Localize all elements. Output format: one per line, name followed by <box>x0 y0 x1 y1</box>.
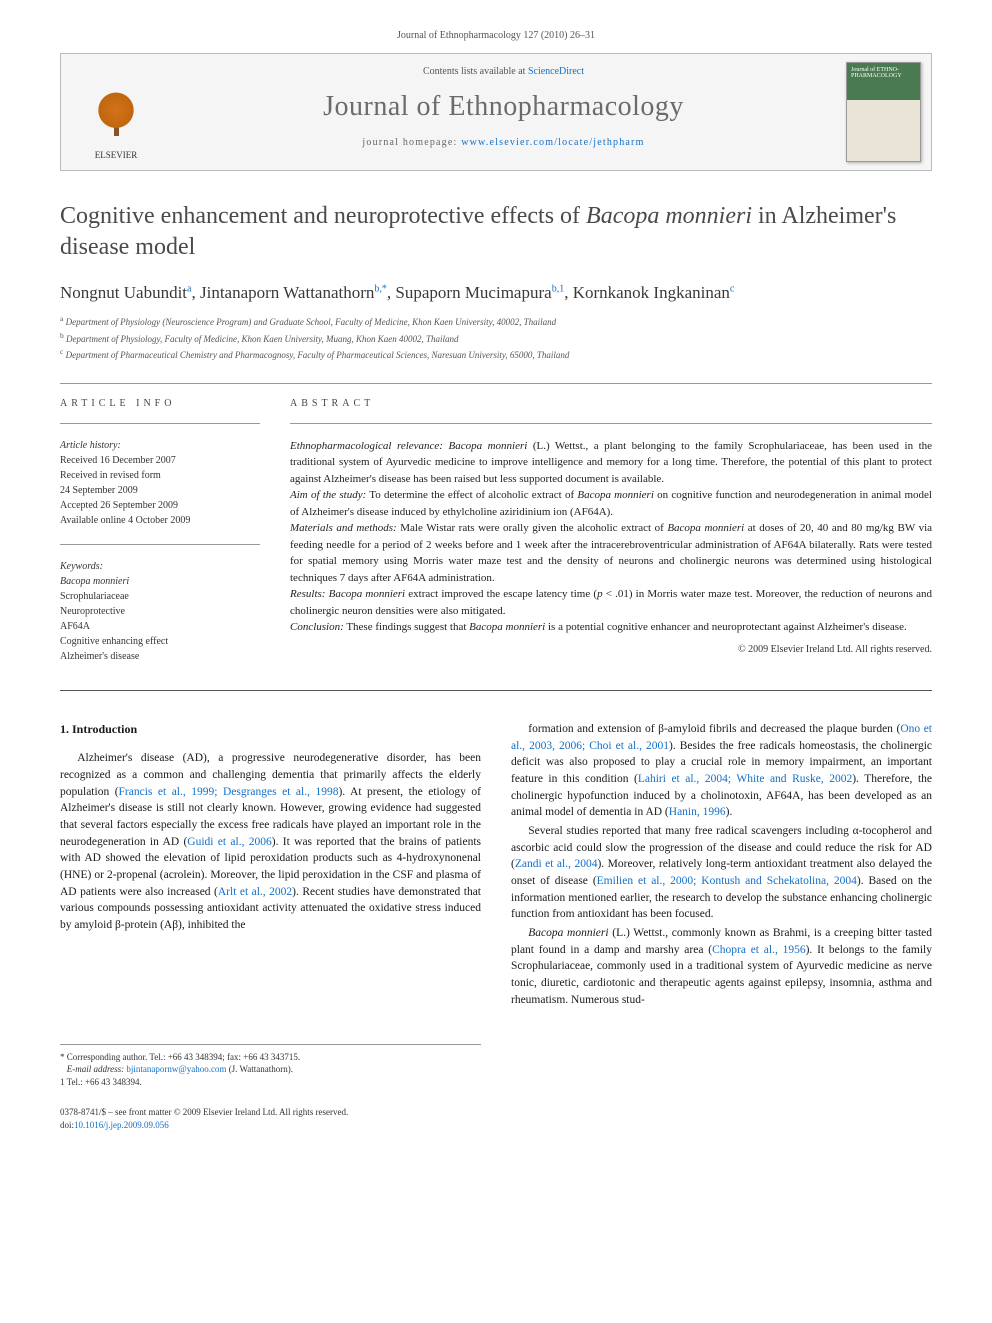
journal-title: Journal of Ethnopharmacology <box>183 91 824 123</box>
running-header: Journal of Ethnopharmacology 127 (2010) … <box>60 30 932 41</box>
footnotes: * Corresponding author. Tel.: +66 43 348… <box>60 1044 481 1089</box>
journal-banner: ELSEVIER Contents lists available at Sci… <box>60 53 932 171</box>
email-label: E-mail address: <box>67 1064 124 1074</box>
keyword: Neuroprotective <box>60 604 260 619</box>
body-paragraph: Bacopa monnieri (L.) Wettst., commonly k… <box>511 925 932 1008</box>
contents-prefix: Contents lists available at <box>423 66 528 77</box>
affiliation: c Department of Pharmaceutical Chemistry… <box>60 346 932 363</box>
abstract-column: abstract Ethnopharmacological relevance:… <box>290 398 932 680</box>
homepage-prefix: journal homepage: <box>362 137 461 148</box>
section-number: 1. <box>60 722 69 736</box>
abstract-head: abstract <box>290 398 932 409</box>
authors-line: Nongnut Uabundita, Jintanaporn Wattanath… <box>60 283 932 303</box>
title-pre: Cognitive enhancement and neuroprotectiv… <box>60 203 586 229</box>
info-abstract-row: article info Article history: Received 1… <box>60 398 932 680</box>
elsevier-tree-icon <box>91 91 141 146</box>
history-line: 24 September 2009 <box>60 483 260 498</box>
homepage-line: journal homepage: www.elsevier.com/locat… <box>183 137 824 148</box>
keyword: Alzheimer's disease <box>60 649 260 664</box>
history-line: Accepted 26 September 2009 <box>60 498 260 513</box>
rule-bottom <box>60 690 932 691</box>
body-column-left: 1. Introduction Alzheimer's disease (AD)… <box>60 721 481 1089</box>
body-paragraph: Several studies reported that many free … <box>511 823 932 923</box>
citation[interactable]: Zandi et al., 2004 <box>515 858 598 870</box>
doi-line: doi:10.1016/j.jep.2009.09.056 <box>60 1119 932 1132</box>
citation[interactable]: Emilien et al., 2000; Kontush and Scheka… <box>597 875 857 887</box>
citation[interactable]: Francis et al., 1999; Desgranges et al.,… <box>119 786 339 798</box>
sciencedirect-link[interactable]: ScienceDirect <box>528 66 584 77</box>
abstract-segment: Results: Bacopa monnieri extract improve… <box>290 586 932 619</box>
author-sup: c <box>730 284 734 295</box>
keywords-label: Keywords: <box>60 559 260 574</box>
citation[interactable]: Hanin, 1996 <box>669 806 726 818</box>
body-columns: 1. Introduction Alzheimer's disease (AD)… <box>60 721 932 1089</box>
author: Jintanaporn Wattanathorn <box>200 283 374 302</box>
homepage-link[interactable]: www.elsevier.com/locate/jethpharm <box>461 137 644 148</box>
history-line: Received in revised form <box>60 468 260 483</box>
abstract-segment: Aim of the study: To determine the effec… <box>290 487 932 520</box>
tel-line: 1 Tel.: +66 43 348394. <box>60 1076 481 1089</box>
section-heading: 1. Introduction <box>60 721 481 738</box>
author: Kornkanok Ingkaninan <box>573 283 730 302</box>
journal-cover-thumbnail: Journal of ETHNO- PHARMACOLOGY <box>846 62 921 162</box>
abstract-segment: Conclusion: These findings suggest that … <box>290 619 932 636</box>
article-title: Cognitive enhancement and neuroprotectiv… <box>60 201 932 263</box>
author-sup: b,1 <box>552 284 565 295</box>
elsevier-label: ELSEVIER <box>95 150 138 160</box>
citation[interactable]: Chopra et al., 1956 <box>712 944 806 956</box>
history-line: Available online 4 October 2009 <box>60 513 260 528</box>
article-history: Article history: Received 16 December 20… <box>60 438 260 528</box>
author-sup: a <box>187 284 191 295</box>
banner-center: Contents lists available at ScienceDirec… <box>171 54 836 170</box>
doi-link[interactable]: 10.1016/j.jep.2009.09.056 <box>74 1120 169 1130</box>
citation[interactable]: Arlt et al., 2002 <box>218 886 292 898</box>
contents-line: Contents lists available at ScienceDirec… <box>183 66 824 77</box>
author-sup: b,* <box>374 284 387 295</box>
history-line: Received 16 December 2007 <box>60 453 260 468</box>
email-line: E-mail address: bjintanapornw@yahoo.com … <box>60 1063 481 1076</box>
keywords-block: Keywords: Bacopa monnieriScrophulariacea… <box>60 559 260 664</box>
email-link[interactable]: bjintanapornw@yahoo.com <box>126 1064 226 1074</box>
info-rule-2 <box>60 544 260 545</box>
section-title: Introduction <box>72 722 137 736</box>
abstract-segment: Materials and methods: Male Wistar rats … <box>290 520 932 586</box>
abstract-copyright: © 2009 Elsevier Ireland Ltd. All rights … <box>290 644 932 655</box>
abstract-segment: Ethnopharmacological relevance: Bacopa m… <box>290 438 932 488</box>
abstract-text: Ethnopharmacological relevance: Bacopa m… <box>290 438 932 636</box>
elsevier-logo: ELSEVIER <box>91 91 141 160</box>
affiliation: b Department of Physiology, Faculty of M… <box>60 330 932 347</box>
front-matter-line: 0378-8741/$ – see front matter © 2009 El… <box>60 1106 932 1119</box>
body-paragraph: Alzheimer's disease (AD), a progressive … <box>60 750 481 933</box>
affiliation: a Department of Physiology (Neuroscience… <box>60 313 932 330</box>
keyword: Scrophulariaceae <box>60 589 260 604</box>
abstract-rule <box>290 423 932 424</box>
article-info-head: article info <box>60 398 260 409</box>
page-footer: 0378-8741/$ – see front matter © 2009 El… <box>60 1106 932 1131</box>
citation[interactable]: Lahiri et al., 2004; White and Ruske, 20… <box>638 773 852 785</box>
citation[interactable]: Guidi et al., 2006 <box>187 836 272 848</box>
keyword: Bacopa monnieri <box>60 574 260 589</box>
author: Supaporn Mucimapura <box>395 283 551 302</box>
article-info-column: article info Article history: Received 1… <box>60 398 260 680</box>
affiliations: a Department of Physiology (Neuroscience… <box>60 313 932 363</box>
doi-label: doi: <box>60 1120 74 1130</box>
keyword: Cognitive enhancing effect <box>60 634 260 649</box>
title-species: Bacopa monnieri <box>586 203 752 229</box>
info-rule-1 <box>60 423 260 424</box>
author: Nongnut Uabundit <box>60 283 187 302</box>
history-label: Article history: <box>60 438 260 453</box>
body-paragraph: formation and extension of β-amyloid fib… <box>511 721 932 821</box>
corresponding-author: * Corresponding author. Tel.: +66 43 348… <box>60 1051 481 1064</box>
cover-thumb-area: Journal of ETHNO- PHARMACOLOGY <box>836 54 931 170</box>
email-who: (J. Wattanathorn). <box>229 1064 293 1074</box>
keyword: AF64A <box>60 619 260 634</box>
body-column-right: formation and extension of β-amyloid fib… <box>511 721 932 1089</box>
publisher-logo-area: ELSEVIER <box>61 54 171 170</box>
rule-top <box>60 383 932 384</box>
